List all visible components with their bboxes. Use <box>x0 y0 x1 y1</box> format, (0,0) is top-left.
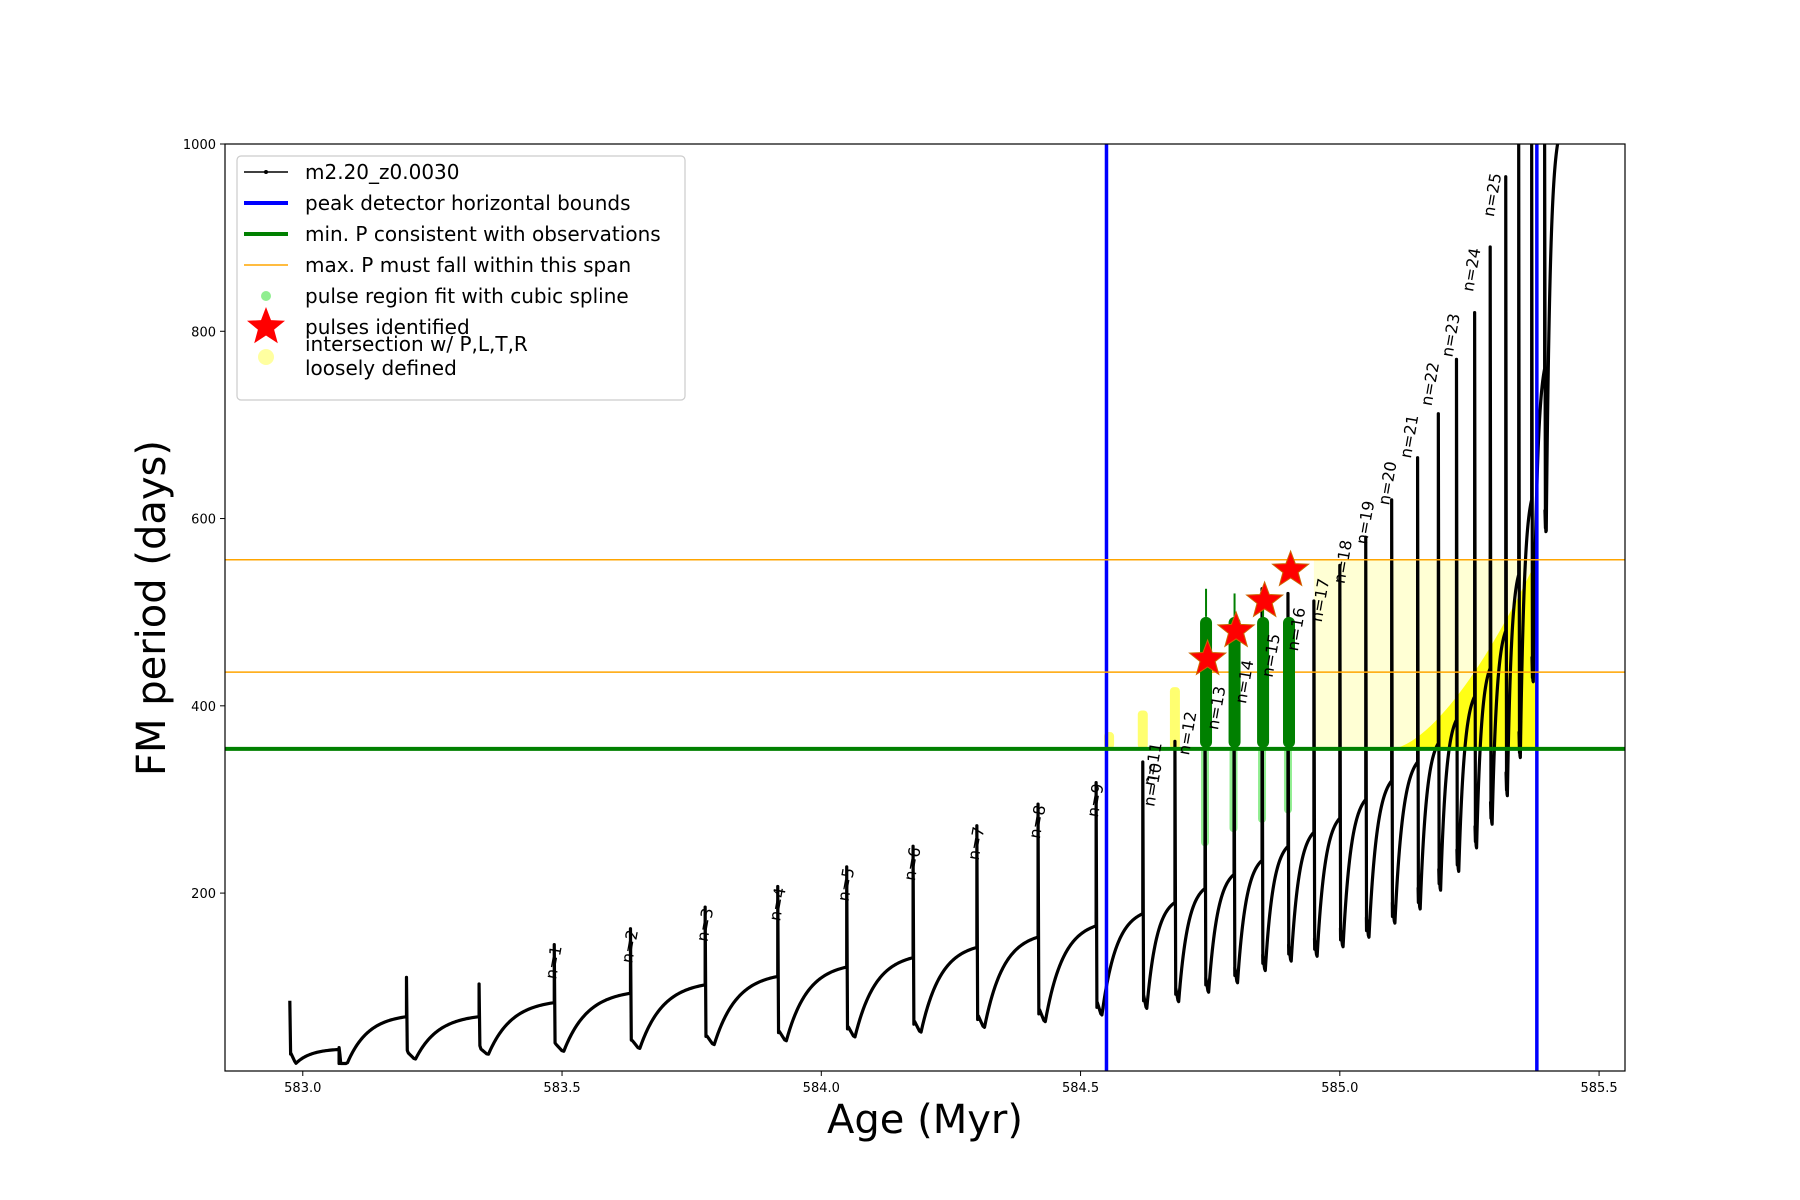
x-tick-label: 584.0 <box>803 1081 840 1096</box>
y-tick-label: 400 <box>191 700 216 715</box>
legend-handle-dot <box>258 349 274 365</box>
x-tick-label: 585.5 <box>1580 1081 1617 1096</box>
legend-label: min. P consistent with observations <box>305 222 661 246</box>
pulse-identified-star <box>1216 610 1256 648</box>
plot-area: n=1 n=2n=3n=4n=5n=6n=7n=8n=9 n=10n=11n=12n… <box>225 144 1625 1071</box>
x-tick-label: 584.5 <box>1062 1081 1099 1096</box>
pulse-label: n=23 <box>1437 312 1463 359</box>
y-axis-title: FM period (days) <box>129 440 175 776</box>
pulse-label: n=20 <box>1374 460 1400 507</box>
pulse-label: n=1 <box>541 944 566 981</box>
pulse-label: n=2 <box>617 928 642 965</box>
legend-handle-star <box>247 307 285 344</box>
x-tick-label: 583.0 <box>284 1081 321 1096</box>
y-tick-label: 200 <box>191 887 216 902</box>
pulse-label: n=8 <box>1025 804 1050 841</box>
legend-box <box>236 155 686 401</box>
pulse-label: n=22 <box>1417 361 1443 408</box>
plot-content: n=1 n=2n=3n=4n=5n=6n=7n=8n=9 n=10n=11n=12n… <box>225 144 1625 1071</box>
pulse-column <box>1283 616 1295 748</box>
legend-label: max. P must fall within this span <box>305 253 631 277</box>
plot-frame <box>224 143 1626 1072</box>
pulse-label: n=3 <box>693 907 718 944</box>
pulse-identified-star <box>1271 549 1310 587</box>
pulse-label: n=6 <box>900 846 925 883</box>
legend-label: pulses identified <box>305 315 470 339</box>
legend-handle-dot <box>264 170 268 174</box>
pulse-identified-star <box>1188 638 1228 676</box>
pulse-label: n=7 <box>964 825 989 862</box>
intersection-blob <box>1169 687 1180 749</box>
x-tick-label: 583.5 <box>543 1081 580 1096</box>
intersection-dense-band <box>1391 559 1537 749</box>
y-axis: 200 400 600 800 1000 <box>183 138 225 902</box>
pulse-label: n=4 <box>765 886 790 923</box>
legend-handle-dot <box>261 291 271 301</box>
legend-label: intersection w/ P,L,T,R <box>305 332 528 356</box>
pulse-label: n=24 <box>1458 246 1484 293</box>
intersection-blob <box>1137 710 1148 749</box>
pulse-label: n=5 <box>834 866 859 903</box>
y-tick-label: 600 <box>191 513 216 528</box>
x-axis-title: Age (Myr) <box>827 1097 1023 1143</box>
x-axis: 583.0 583.5 584.0 584.5 585.0 585.5 <box>284 1071 1618 1096</box>
pulse-column <box>1257 616 1270 748</box>
legend-label: loosely defined <box>305 356 457 380</box>
y-tick-label: 800 <box>191 325 216 340</box>
pulse-identified-star <box>1245 580 1285 618</box>
pulse-label: n=21 <box>1396 413 1422 460</box>
pulse-label: n=9 <box>1083 782 1108 819</box>
legend-label: pulse region fit with cubic spline <box>305 284 629 308</box>
legend-label: m2.20_z0.0030 <box>305 160 460 184</box>
y-tick-label: 1000 <box>183 138 216 153</box>
x-tick-label: 585.0 <box>1321 1081 1358 1096</box>
legend-label: peak detector horizontal bounds <box>305 191 631 215</box>
series-line-m2.20_z0.0030 <box>288 144 1560 1066</box>
pulse-column <box>1228 616 1241 748</box>
pulse-label: n=19 <box>1352 499 1378 546</box>
pulse-label: n=25 <box>1479 171 1505 218</box>
